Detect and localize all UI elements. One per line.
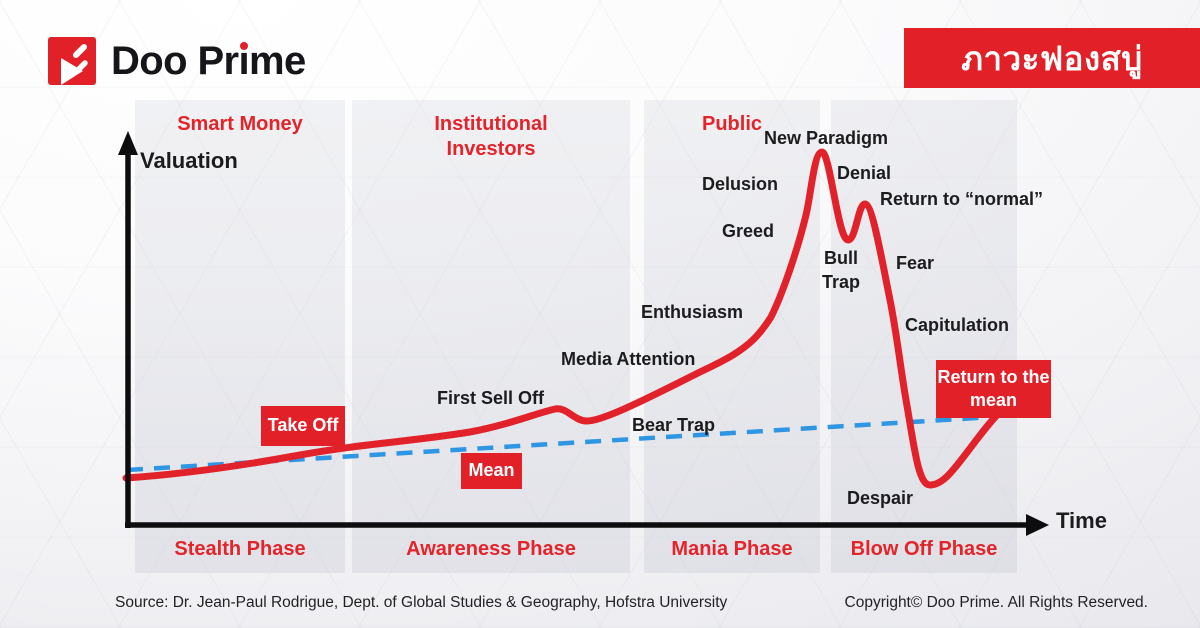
annotation-denial: Denial bbox=[837, 163, 892, 183]
column-header-smart-money: Smart Money bbox=[177, 113, 303, 135]
phase-column-blowoff bbox=[831, 100, 1017, 573]
valuation-axis-arrow bbox=[118, 131, 138, 155]
phase-label-mania: Mania Phase bbox=[671, 538, 793, 560]
annotation-despair: Despair bbox=[847, 488, 914, 508]
tag-mean: Mean bbox=[461, 453, 522, 489]
annotation-bull-trap: Bull Trap bbox=[821, 248, 860, 293]
annotation-first-sell-off: First Sell Off bbox=[437, 388, 545, 408]
annotation-capitulation: Capitulation bbox=[905, 315, 1009, 335]
footer-source: Source: Dr. Jean-Paul Rodrigue, Dept. of… bbox=[115, 594, 728, 611]
annotation-enthusiasm: Enthusiasm bbox=[641, 302, 744, 322]
title-banner: ภาวะฟองสบู่ bbox=[904, 28, 1200, 88]
annotation-delusion: Delusion bbox=[702, 174, 779, 194]
valuation-axis-label: Valuation bbox=[140, 148, 238, 173]
time-axis-label: Time bbox=[1056, 508, 1107, 533]
annotation-media-attention: Media Attention bbox=[561, 349, 696, 369]
phase-column-awareness bbox=[352, 100, 630, 573]
logo-mark-icon bbox=[48, 37, 96, 85]
doo-prime-logo: Doo Prıme bbox=[48, 37, 306, 85]
column-header-public: Public bbox=[701, 113, 762, 135]
column-header-institutional-investors: Institutional Investors bbox=[434, 113, 548, 160]
annotation-fear: Fear bbox=[896, 253, 935, 273]
phase-label-stealth: Stealth Phase bbox=[174, 538, 306, 560]
annotation-return-to-normal: Return to “normal” bbox=[880, 189, 1044, 209]
logo-wordmark: Doo Prıme bbox=[111, 37, 306, 85]
annotation-greed: Greed bbox=[722, 221, 775, 241]
banner-title-text: ภาวะฟองสบู่ bbox=[961, 39, 1143, 77]
phase-label-awareness: Awareness Phase bbox=[406, 538, 576, 560]
annotation-bear-trap: Bear Trap bbox=[632, 415, 716, 435]
tag-take-off: Take Off bbox=[261, 406, 345, 446]
wordmark-i-red-dot: ı bbox=[238, 39, 250, 83]
tag-return-to-mean: Return to the mean bbox=[936, 360, 1051, 418]
annotation-new-paradigm: New Paradigm bbox=[764, 128, 889, 148]
wordmark-pre: Doo Pr bbox=[111, 39, 239, 83]
phase-column-mania bbox=[644, 100, 820, 573]
footer-copyright: Copyright© Doo Prime. All Rights Reserve… bbox=[844, 594, 1148, 611]
wordmark-post: me bbox=[249, 39, 306, 83]
phase-label-blow-off: Blow Off Phase bbox=[850, 538, 998, 560]
phase-column-stealth bbox=[135, 100, 345, 573]
time-axis-arrow bbox=[1026, 514, 1049, 536]
bubble-curve bbox=[122, 148, 1003, 489]
